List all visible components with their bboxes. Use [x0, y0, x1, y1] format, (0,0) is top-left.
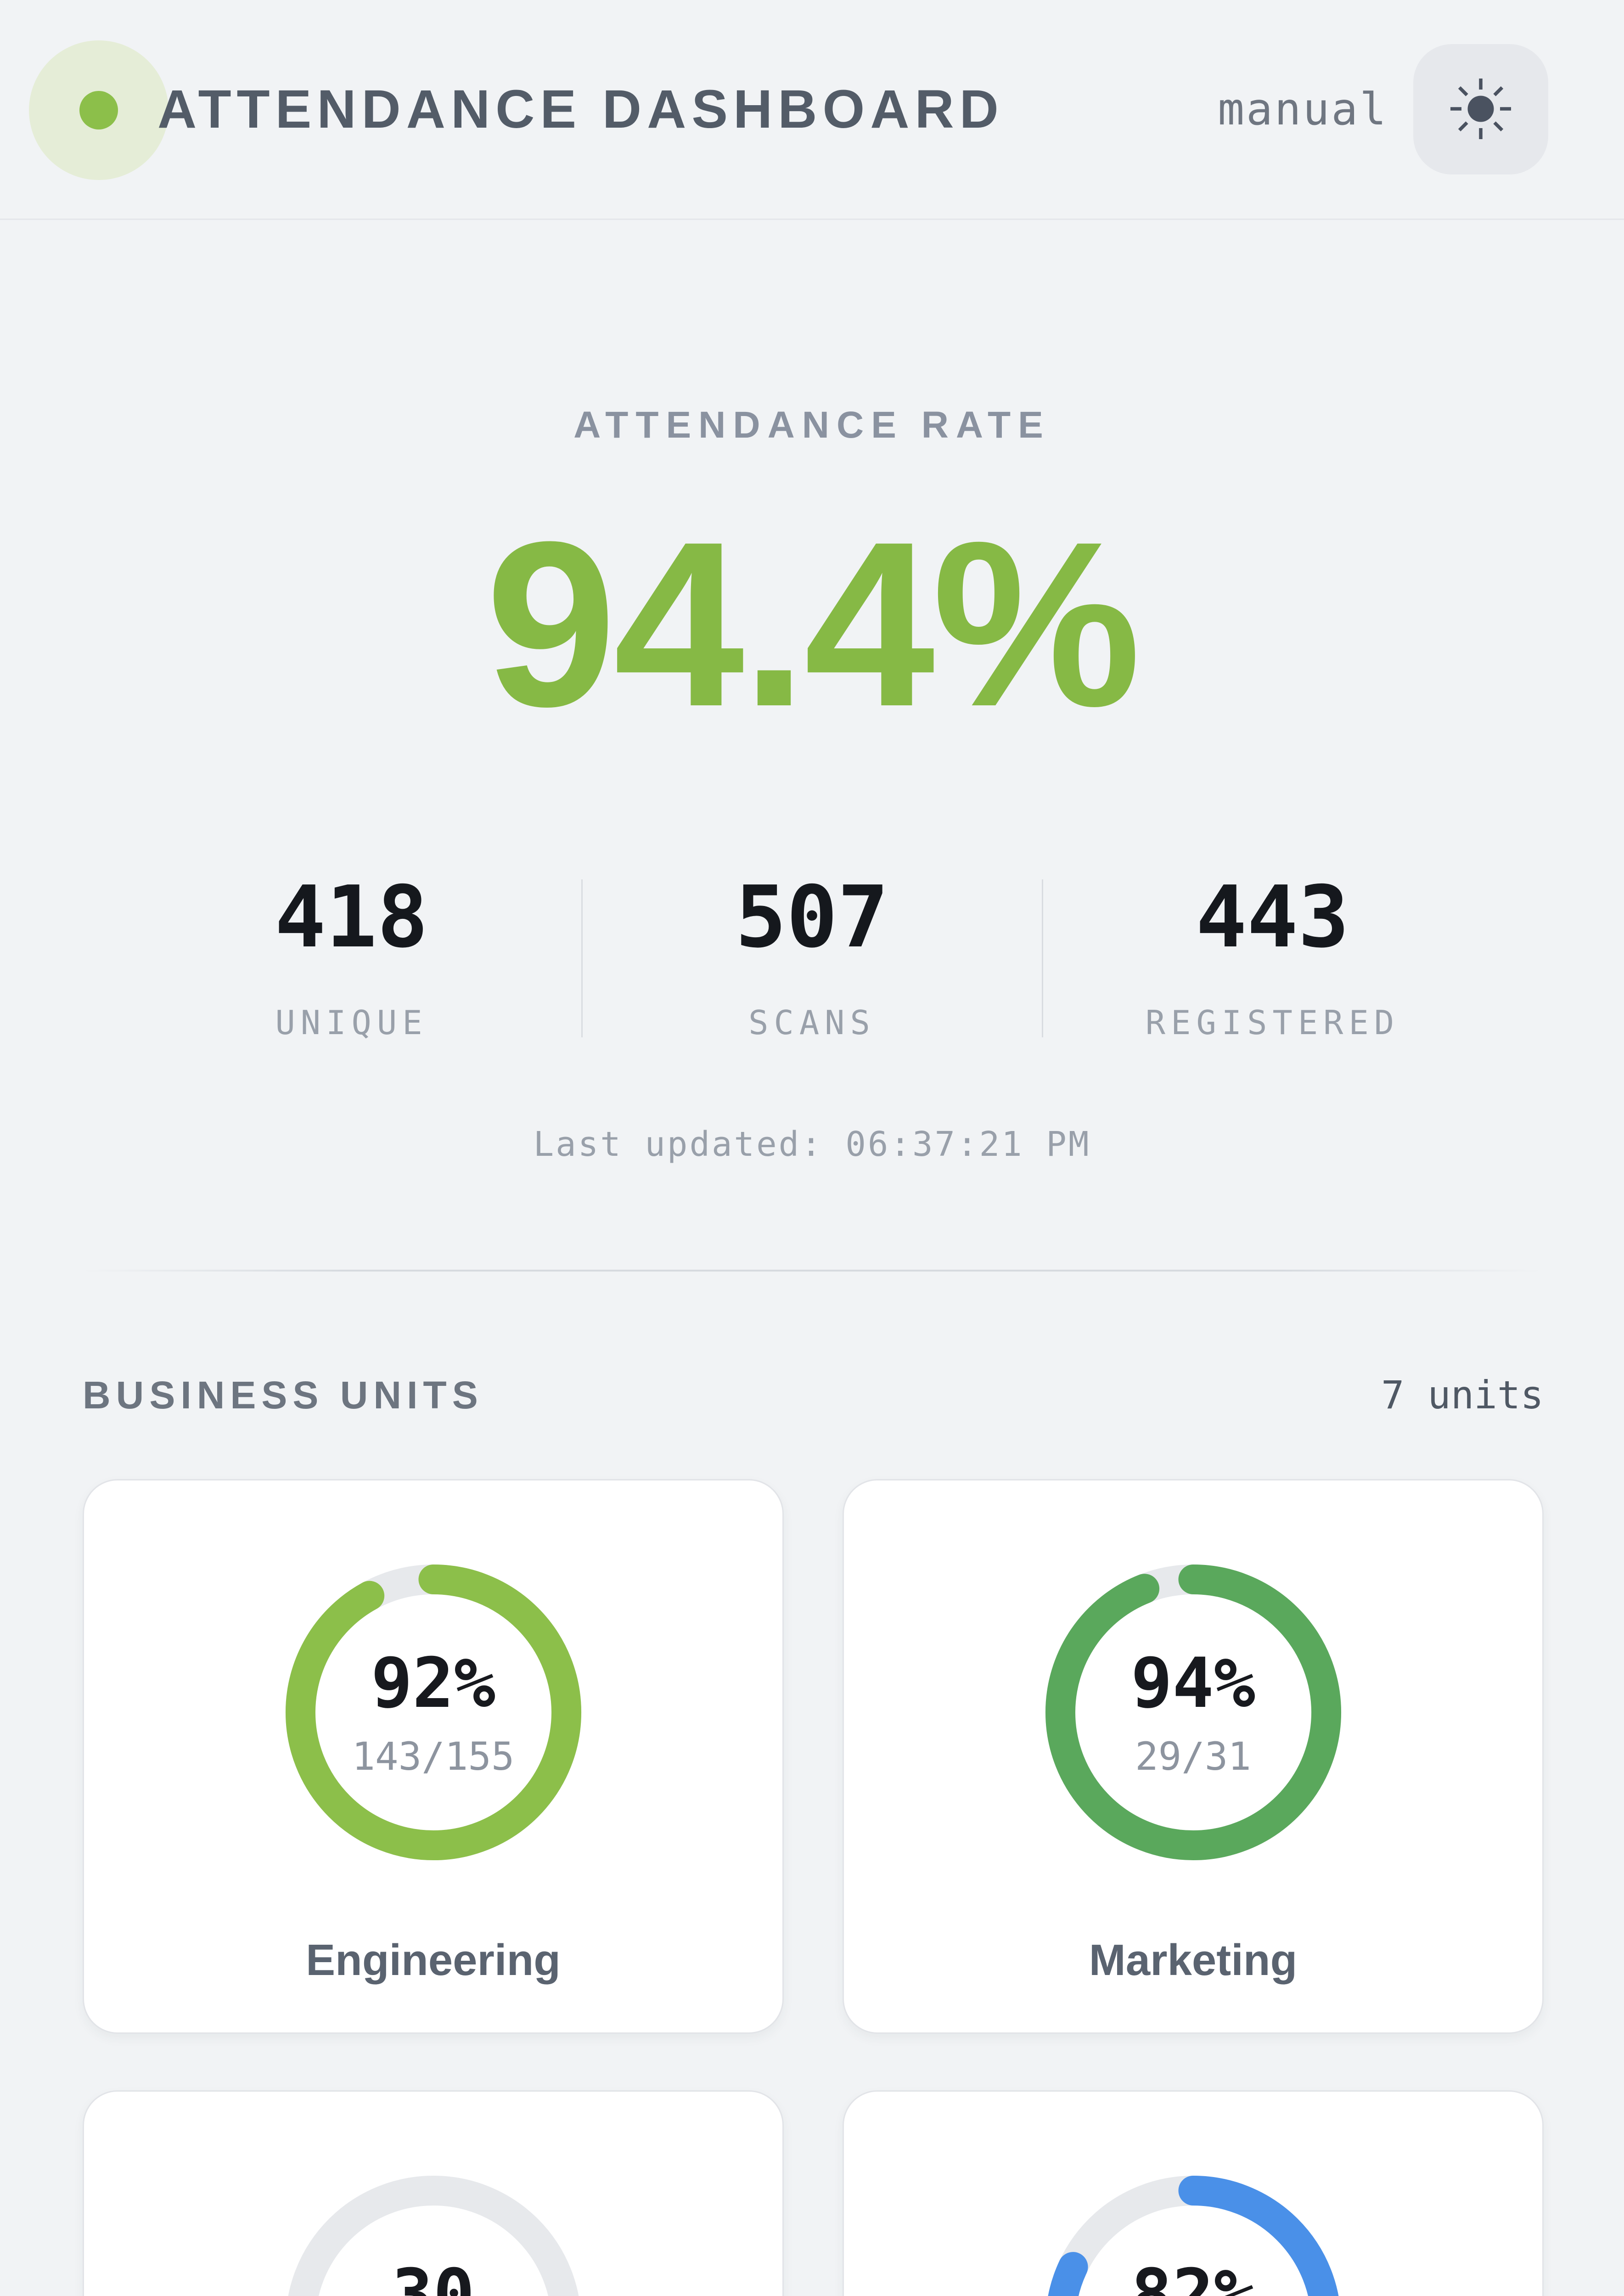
- attendance-rate-value: 94.4%: [485, 492, 1141, 755]
- unit-percent: 82%: [1131, 2255, 1255, 2296]
- stats-row: 418 UNIQUE 507 SCANS 443 REGISTERED: [0, 875, 1624, 1042]
- attendance-rate-label: ATTENDANCE RATE: [573, 404, 1051, 446]
- business-units-header: BUSINESS UNITS 7 units: [83, 1373, 1544, 1418]
- units-grid: 92% 143/155 Engineering 94% 29/31 Market…: [83, 1479, 1544, 2296]
- stat-registered: 443 REGISTERED: [1043, 875, 1502, 1042]
- logo-dot-icon: [79, 91, 118, 129]
- app-logo: [29, 40, 169, 180]
- section-divider: [83, 1270, 1541, 1272]
- sun-icon: [1446, 74, 1515, 145]
- app-header: ATTENDANCE DASHBOARD manual: [0, 0, 1624, 220]
- donut-chart: 30 30/?: [284, 2174, 583, 2296]
- stat-label: REGISTERED: [1145, 1003, 1400, 1042]
- unit-ratio: 29/31: [1135, 1734, 1251, 1779]
- last-updated-text: Last updated: 06:37:21 PM: [533, 1125, 1091, 1164]
- unit-percent: 94%: [1131, 1643, 1255, 1723]
- dashboard-main: ATTENDANCE RATE 94.4% 418 UNIQUE 507 SCA…: [0, 404, 1624, 2296]
- donut-chart: 92% 143/155: [284, 1563, 583, 1862]
- unit-card: 82% 18/22 Sales: [843, 2090, 1544, 2296]
- stat-value: 418: [275, 867, 428, 967]
- donut-chart: 82% 18/22: [1044, 2174, 1343, 2296]
- stat-label: SCANS: [748, 1003, 876, 1042]
- stat-divider: [1041, 879, 1043, 1037]
- unit-card: 94% 29/31 Marketing: [843, 1479, 1544, 2034]
- stat-label: UNIQUE: [275, 1003, 428, 1042]
- stat-scans: 507 SCANS: [583, 875, 1042, 1042]
- page-title: ATTENDANCE DASHBOARD: [157, 79, 1004, 140]
- unit-card: 30 30/? Operations: [83, 2090, 784, 2296]
- unit-card: 92% 143/155 Engineering: [83, 1479, 784, 2034]
- unit-percent: 30: [392, 2255, 475, 2296]
- stat-value: 443: [1196, 867, 1349, 967]
- stat-unique: 418 UNIQUE: [122, 875, 581, 1042]
- stat-value: 507: [735, 867, 889, 967]
- unit-ratio: 143/155: [352, 1734, 515, 1779]
- units-count-badge: 7 units: [1381, 1373, 1544, 1418]
- section-title: BUSINESS UNITS: [83, 1373, 483, 1417]
- donut-chart: 94% 29/31: [1044, 1563, 1343, 1862]
- unit-percent: 92%: [371, 1643, 495, 1723]
- unit-name: Marketing: [1089, 1936, 1298, 1985]
- theme-toggle-button[interactable]: [1413, 44, 1548, 174]
- stat-divider: [581, 879, 583, 1037]
- mode-label: manual: [1218, 84, 1388, 135]
- unit-name: Engineering: [306, 1936, 561, 1985]
